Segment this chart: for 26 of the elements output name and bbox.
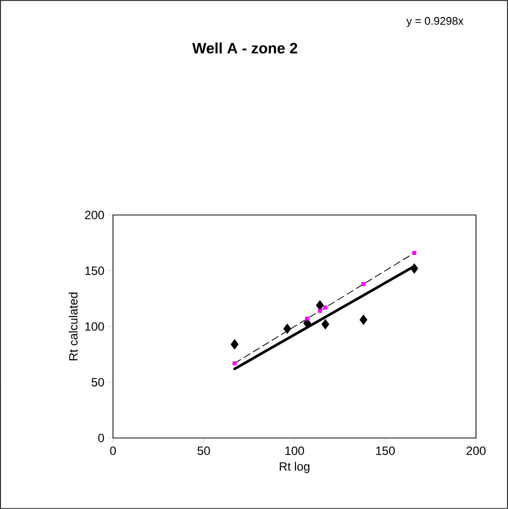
x-tick-label: 50 — [198, 446, 210, 456]
point — [305, 316, 310, 321]
point — [361, 282, 366, 286]
y-tick-label: 50 — [92, 378, 104, 386]
point — [316, 300, 324, 311]
y-tick-label: 100 — [85, 322, 104, 331]
y-tick-label: 150 — [85, 266, 104, 275]
point — [412, 250, 416, 255]
x-axis-title: Rt log — [280, 462, 310, 474]
x-tick-label: 200 — [466, 446, 486, 456]
text: y = 0.9298x — [406, 17, 464, 27]
chart-title: Well A - zone 2 — [192, 42, 298, 54]
y-axis-title: Rt calculated — [68, 292, 78, 360]
x-tick-label: 100 — [285, 446, 304, 456]
x-tick-label: 0 — [110, 446, 116, 456]
point — [321, 319, 330, 330]
point — [230, 339, 239, 350]
point — [318, 308, 322, 313]
point — [410, 263, 418, 274]
y-tick-label: 0 — [98, 434, 104, 442]
y-tick-label: 200 — [85, 210, 104, 220]
point — [360, 314, 368, 326]
point — [323, 306, 328, 310]
point — [232, 361, 237, 366]
x-tick-label: 150 — [376, 446, 395, 456]
point — [283, 324, 292, 334]
